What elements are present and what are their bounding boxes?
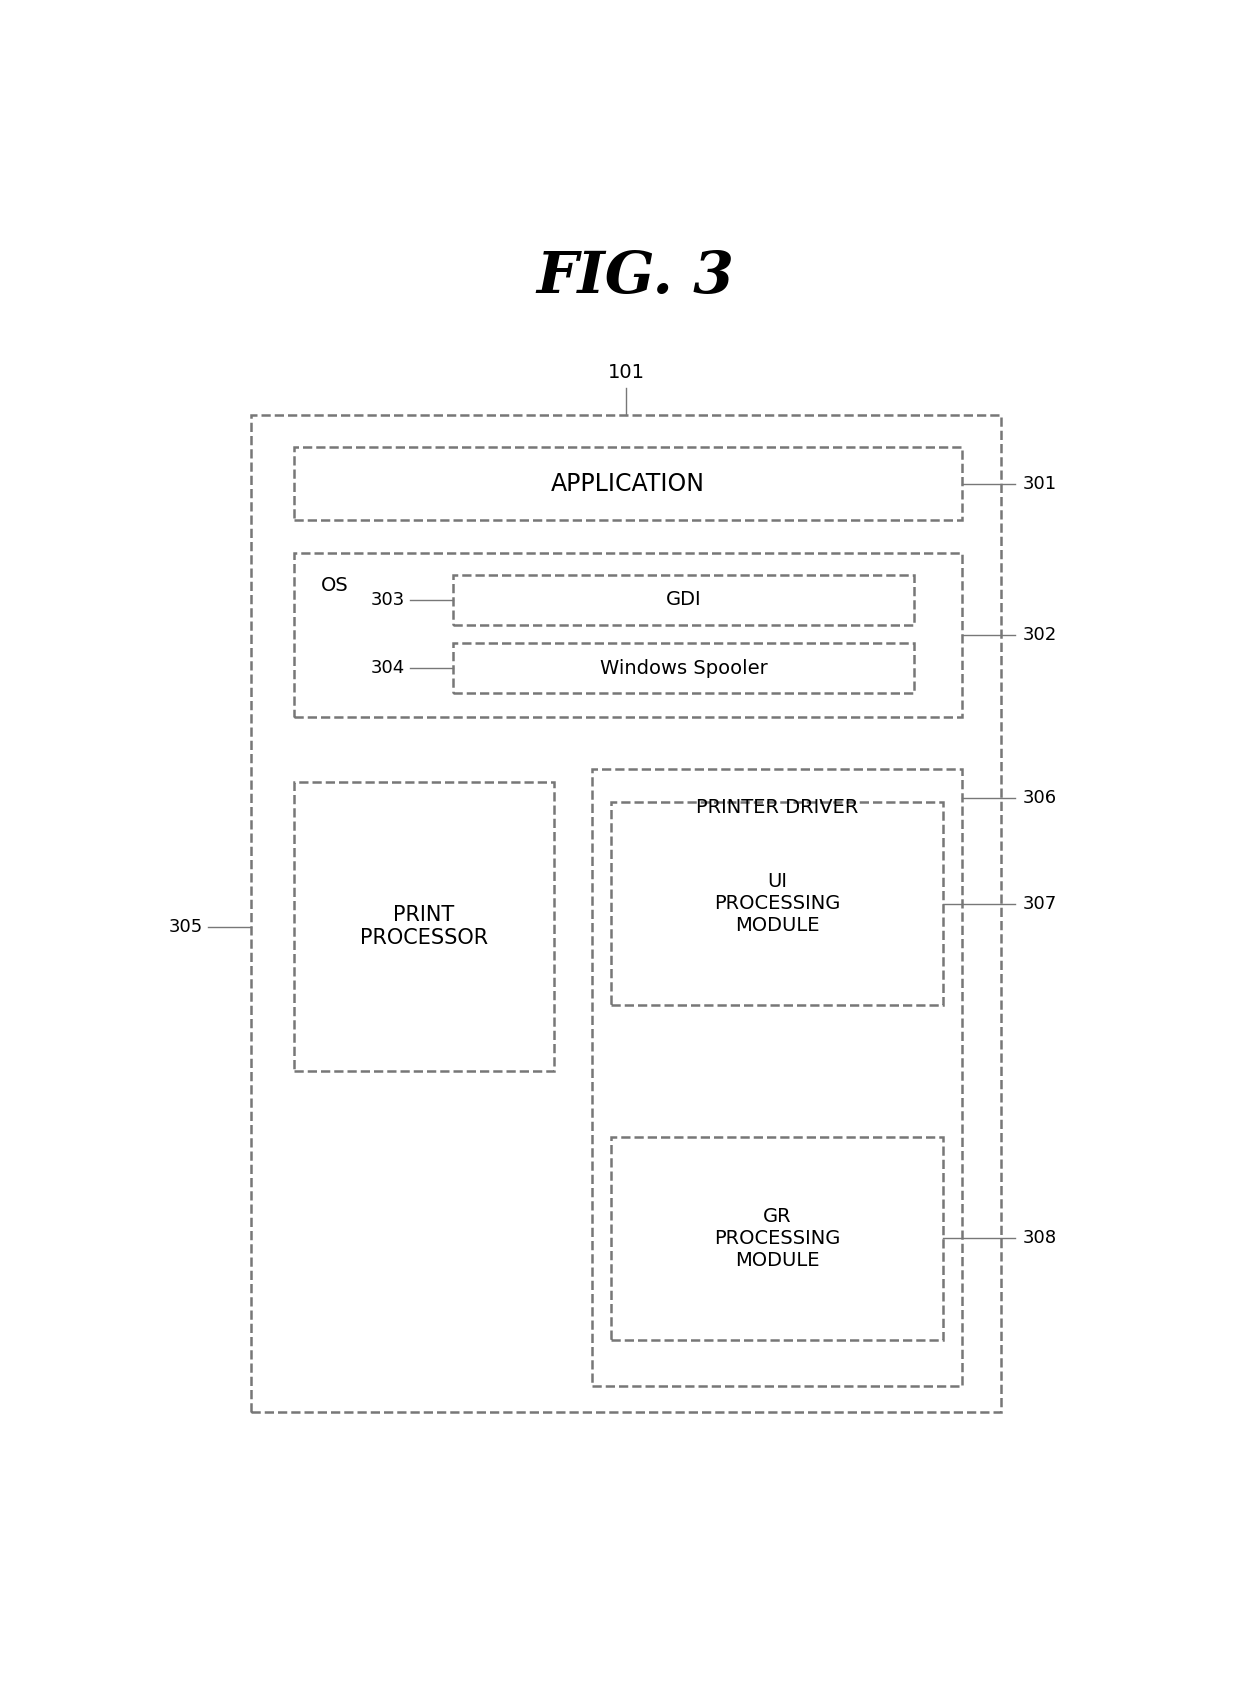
Text: 304: 304 [371, 660, 404, 677]
Bar [294, 783, 554, 1071]
Text: APPLICATION: APPLICATION [552, 472, 706, 496]
Text: UI
PROCESSING
MODULE: UI PROCESSING MODULE [714, 873, 841, 936]
Text: 307: 307 [1023, 895, 1056, 912]
Text: GDI: GDI [666, 590, 702, 609]
Text: PRINTER DRIVER: PRINTER DRIVER [696, 798, 858, 817]
Bar [294, 447, 962, 520]
Bar [294, 552, 962, 716]
Text: 305: 305 [169, 917, 203, 936]
Text: PRINT
PROCESSOR: PRINT PROCESSOR [360, 905, 489, 948]
Text: FIG. 3: FIG. 3 [537, 249, 734, 305]
Bar [611, 1137, 942, 1340]
Text: 301: 301 [1023, 474, 1056, 493]
Text: OS: OS [321, 576, 348, 595]
Text: 308: 308 [1023, 1229, 1056, 1248]
Text: 101: 101 [608, 363, 645, 382]
Bar [593, 769, 962, 1386]
Text: 303: 303 [371, 590, 404, 609]
Text: 306: 306 [1023, 789, 1056, 806]
Bar [453, 575, 914, 624]
Bar [611, 801, 942, 1006]
Bar [250, 414, 1001, 1412]
Text: 302: 302 [1023, 626, 1056, 643]
Bar [453, 643, 914, 692]
Text: GR
PROCESSING
MODULE: GR PROCESSING MODULE [714, 1207, 841, 1270]
Text: Windows Spooler: Windows Spooler [600, 658, 768, 677]
